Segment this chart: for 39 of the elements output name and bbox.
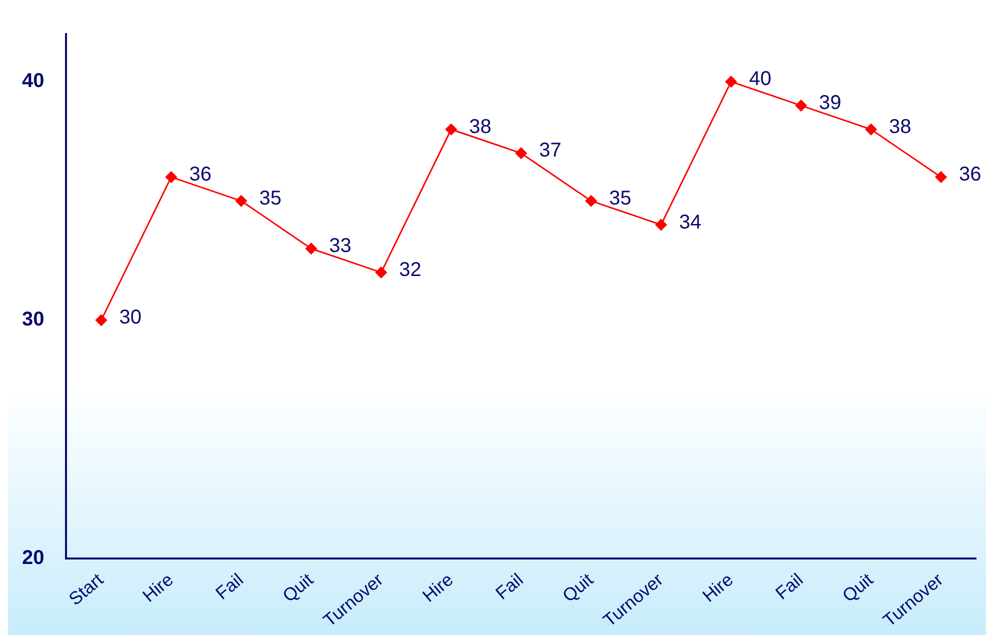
data-label: 37 <box>539 140 562 162</box>
data-label: 36 <box>189 164 212 186</box>
point <box>375 266 387 278</box>
x-tick-label: Quit <box>838 569 877 606</box>
x-tick-label: Fail <box>212 569 247 604</box>
x-tick-label: Quit <box>278 569 317 606</box>
y-tick-label: 40 <box>22 70 44 92</box>
point <box>935 171 947 183</box>
data-label: 38 <box>469 116 492 138</box>
data-label: 36 <box>959 164 982 186</box>
data-label: 34 <box>679 211 702 234</box>
point <box>305 242 317 254</box>
data-label: 30 <box>119 306 142 329</box>
point <box>865 124 877 136</box>
y-tick-label: 30 <box>22 308 44 331</box>
point <box>655 219 667 231</box>
point <box>795 100 807 112</box>
point <box>445 124 457 136</box>
y-tick-label: 20 <box>22 547 44 570</box>
data-label: 39 <box>819 92 842 114</box>
point <box>165 171 177 183</box>
data-label: 32 <box>399 258 422 281</box>
x-tick-label: Hire <box>418 569 457 606</box>
x-tick-label: Fail <box>492 569 527 604</box>
point <box>95 314 107 326</box>
point <box>725 76 737 88</box>
data-label: 33 <box>329 235 352 258</box>
x-tick-label: Hire <box>138 569 177 606</box>
point <box>235 195 247 207</box>
data-label: 35 <box>609 187 632 210</box>
x-tick-label: Start <box>65 569 107 610</box>
x-tick-label: Fail <box>772 569 807 604</box>
point <box>515 147 527 159</box>
data-label: 38 <box>889 116 912 138</box>
x-tick-label: Hire <box>698 569 737 606</box>
x-tick-label: Quit <box>558 569 597 606</box>
data-label: 40 <box>749 68 772 90</box>
point <box>585 195 597 207</box>
data-label: 35 <box>259 187 282 210</box>
